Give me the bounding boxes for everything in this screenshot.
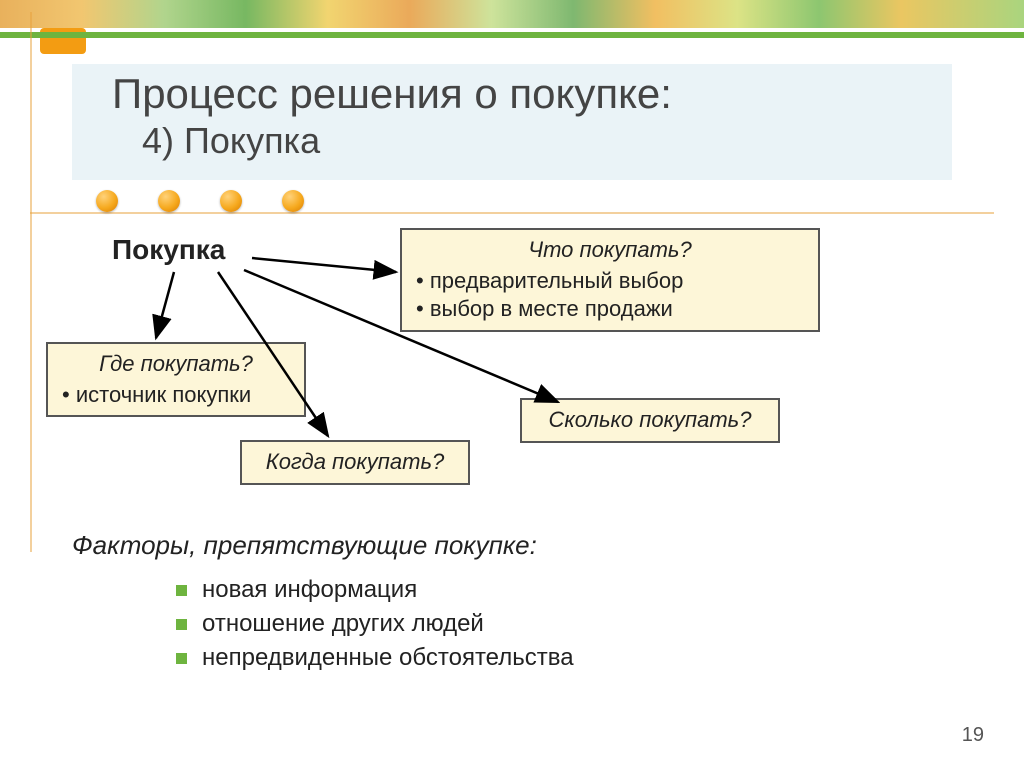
diagram-node-howmuch: Сколько покупать? [520, 398, 780, 443]
bullet-dot [96, 190, 118, 212]
bullet-dot [220, 190, 242, 212]
node-title: Когда покупать? [256, 448, 454, 477]
diagram-node-where: Где покупать?источник покупки [46, 342, 306, 417]
vertical-rule [30, 12, 32, 552]
slide: Процесс решения о покупке: 4) Покупка По… [0, 0, 1024, 767]
title-line-1: Процесс решения о покупке: [112, 70, 932, 118]
node-item: источник покупки [62, 381, 290, 410]
title-line-2: 4) Покупка [142, 120, 932, 162]
node-item: выбор в месте продажи [416, 295, 804, 324]
factors-item: новая информация [176, 576, 574, 604]
factors-item: непредвиденные обстоятельства [176, 644, 574, 672]
node-title: Что покупать? [416, 236, 804, 265]
node-items: предварительный выборвыбор в месте прода… [416, 267, 804, 324]
factors-list: новая информация отношение других людей не… [176, 570, 574, 678]
factors-item: отношение других людей [176, 610, 574, 638]
node-item: предварительный выбор [416, 267, 804, 296]
diagram-node-what: Что покупать?предварительный выборвыбор … [400, 228, 820, 332]
page-number: 19 [962, 724, 984, 747]
accent-bar [0, 32, 1024, 38]
bullet-dot [158, 190, 180, 212]
horizontal-rule [30, 212, 994, 214]
title-box: Процесс решения о покупке: 4) Покупка [72, 64, 952, 180]
arrow [252, 258, 396, 272]
factors-heading: Факторы, препятствующие покупке: [72, 530, 537, 561]
node-items: источник покупки [62, 381, 290, 410]
node-title: Сколько покупать? [536, 406, 764, 435]
decorative-header-strip [0, 0, 1024, 28]
node-title: Где покупать? [62, 350, 290, 379]
bullet-dot [282, 190, 304, 212]
arrow [156, 272, 174, 338]
bullet-rule [0, 200, 1024, 226]
diagram-root-label: Покупка [112, 234, 225, 266]
diagram-node-when: Когда покупать? [240, 440, 470, 485]
